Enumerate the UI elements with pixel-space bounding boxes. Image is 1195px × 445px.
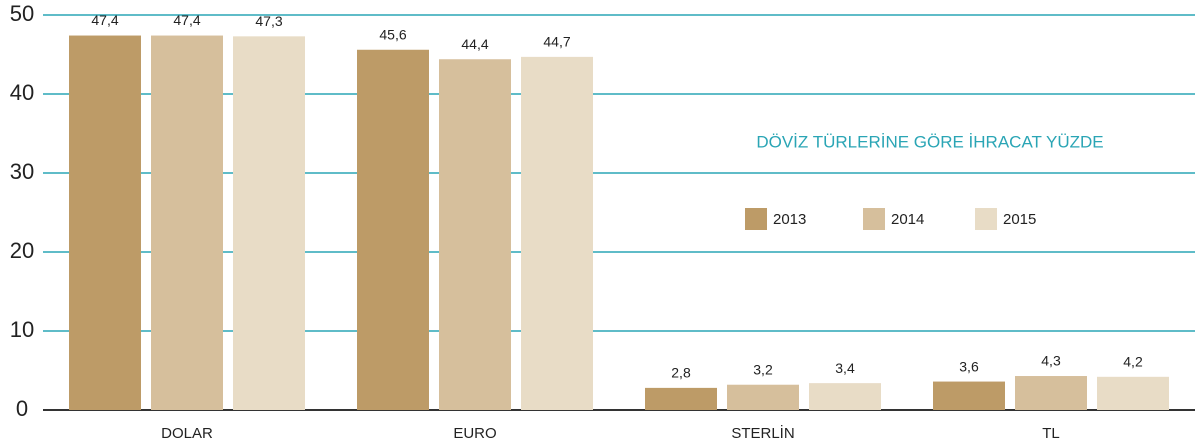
y-tick-label: 0 bbox=[16, 396, 28, 421]
bar bbox=[439, 59, 511, 411]
legend-label: 2014 bbox=[891, 211, 924, 228]
value-label: 44,4 bbox=[461, 36, 488, 52]
bar bbox=[809, 383, 881, 410]
y-tick-label: 10 bbox=[10, 317, 34, 342]
value-label: 3,4 bbox=[835, 360, 855, 376]
value-label: 45,6 bbox=[379, 26, 406, 42]
x-tick-label: TL bbox=[1042, 425, 1060, 442]
chart-title: DÖVİZ TÜRLERİNE GÖRE İHRACAT YÜZDE bbox=[756, 132, 1103, 151]
bar bbox=[357, 49, 429, 410]
x-tick-label: STERLİN bbox=[731, 424, 794, 442]
y-tick-label: 20 bbox=[10, 238, 34, 263]
legend-swatch bbox=[745, 208, 767, 230]
bar bbox=[69, 35, 141, 410]
value-label: 4,2 bbox=[1123, 354, 1143, 370]
value-label: 4,3 bbox=[1041, 353, 1061, 369]
value-label: 3,6 bbox=[959, 358, 979, 374]
bar bbox=[1015, 376, 1087, 410]
x-tick-label: EURO bbox=[453, 425, 496, 442]
bar bbox=[727, 384, 799, 410]
value-label: 2,8 bbox=[671, 365, 691, 381]
legend-swatch bbox=[975, 208, 997, 230]
bar bbox=[151, 35, 223, 410]
y-tick-label: 30 bbox=[10, 159, 34, 184]
bar bbox=[1097, 376, 1169, 410]
value-label: 47,3 bbox=[255, 13, 282, 29]
value-label: 47,4 bbox=[91, 12, 118, 28]
bar bbox=[233, 36, 305, 410]
legend-label: 2013 bbox=[773, 211, 806, 228]
y-tick-label: 50 bbox=[10, 1, 34, 26]
legend-label: 2015 bbox=[1003, 211, 1036, 228]
legend-swatch bbox=[863, 208, 885, 230]
y-tick-label: 40 bbox=[10, 80, 34, 105]
bar bbox=[645, 387, 717, 410]
value-label: 47,4 bbox=[173, 12, 200, 28]
x-tick-label: DOLAR bbox=[161, 425, 213, 442]
value-label: 3,2 bbox=[753, 361, 773, 377]
bar bbox=[521, 56, 593, 411]
bar bbox=[933, 381, 1005, 410]
value-label: 44,7 bbox=[543, 34, 570, 50]
